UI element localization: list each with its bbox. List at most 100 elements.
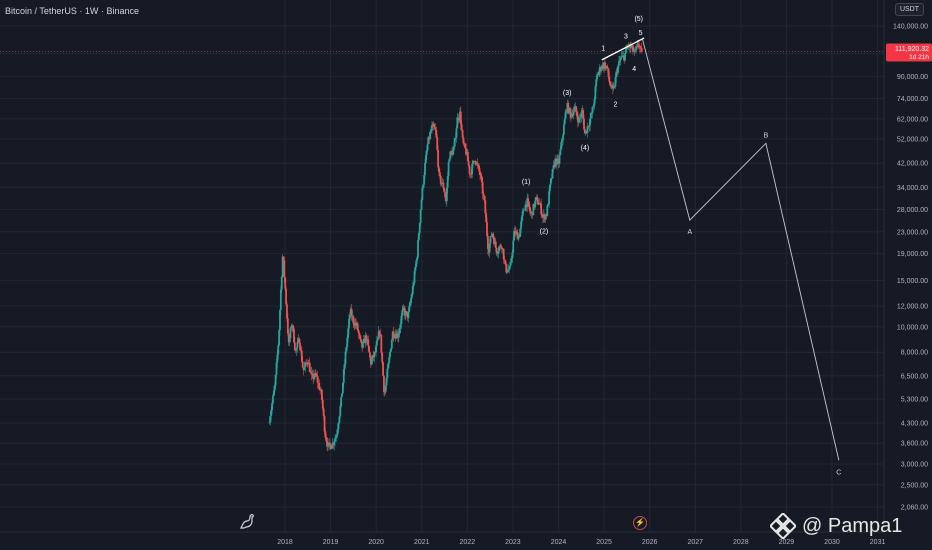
candle [359, 335, 362, 340]
candle [388, 357, 391, 364]
candle [454, 137, 457, 139]
candle [552, 165, 555, 170]
candle [390, 348, 392, 352]
candle [583, 118, 585, 130]
candle [500, 247, 503, 250]
candle [273, 385, 276, 391]
wave-label: 5 [639, 30, 643, 37]
candle [403, 307, 405, 311]
candle [537, 204, 540, 205]
y-tick-label: 90,000.00 [897, 74, 928, 81]
current-price-badge[interactable] [886, 43, 932, 62]
candle [587, 126, 590, 128]
y-tick-label: 15,000.00 [897, 278, 928, 285]
candle [468, 165, 471, 174]
currency-selector[interactable]: USDT [894, 3, 924, 16]
candle [425, 150, 428, 156]
candle [327, 443, 329, 447]
candle [629, 44, 632, 48]
candle [357, 330, 360, 334]
candle [489, 236, 492, 244]
candle [519, 228, 522, 237]
candle [549, 184, 551, 192]
candle [453, 138, 456, 147]
candle [321, 399, 324, 409]
candle [639, 47, 642, 49]
candle [383, 391, 386, 393]
candle [279, 289, 282, 311]
candle [577, 118, 580, 123]
candle [504, 260, 507, 265]
wave-label: 4 [632, 66, 636, 73]
candle [535, 197, 538, 198]
candle [611, 85, 614, 89]
candle [539, 203, 542, 204]
candle [295, 347, 298, 351]
candle [376, 337, 379, 341]
candle [532, 204, 535, 216]
candle [635, 46, 638, 50]
candle [580, 112, 583, 118]
symbol-header[interactable]: Bitcoin / TetherUS · 1W · Binance [5, 6, 139, 16]
candle [630, 47, 633, 48]
y-tick-label: 6,500.00 [901, 373, 928, 380]
price-scale[interactable] [884, 0, 932, 550]
candle [476, 162, 479, 165]
candle [609, 81, 612, 86]
candle [283, 260, 286, 278]
candle [575, 106, 578, 113]
candle [407, 311, 410, 318]
candle [285, 288, 288, 305]
candle [314, 373, 316, 378]
candle [389, 351, 391, 358]
y-tick-label: 19,000.00 [897, 251, 928, 258]
candle [549, 178, 552, 185]
x-tick-label: 2022 [460, 539, 476, 546]
candle [333, 441, 336, 445]
wave-label: (3) [563, 90, 572, 97]
candle [450, 151, 453, 153]
candle [374, 352, 377, 353]
candle [497, 251, 500, 254]
header-separator: · [79, 6, 83, 16]
candle [410, 298, 412, 304]
candle [410, 294, 413, 299]
candle [597, 71, 600, 75]
candle [303, 366, 306, 371]
candle [276, 354, 279, 363]
candle [369, 352, 371, 358]
candle [565, 110, 568, 112]
candle [470, 173, 473, 175]
wave-trendline [601, 37, 645, 61]
candle [408, 306, 411, 312]
candle [515, 231, 518, 233]
candle [324, 431, 327, 438]
candle [607, 68, 610, 77]
candle [417, 240, 419, 258]
candle [534, 200, 536, 208]
candle [546, 205, 549, 216]
candle [337, 422, 340, 430]
candle [592, 105, 595, 108]
candle [632, 45, 634, 52]
candle [392, 331, 395, 338]
candle [334, 436, 337, 439]
lightning-icon[interactable]: ⚡ [633, 516, 647, 530]
candle [387, 363, 390, 369]
candle [604, 62, 606, 69]
candle [331, 443, 334, 449]
candle [421, 187, 424, 200]
candle [336, 429, 339, 435]
candle [593, 99, 596, 106]
candle [559, 149, 562, 155]
candle [478, 166, 481, 172]
candle [625, 47, 628, 49]
candle [321, 389, 323, 400]
candle [595, 79, 598, 87]
candle [551, 169, 554, 179]
y-tick-label: 52,000.00 [897, 136, 928, 143]
candle [618, 60, 621, 62]
candle [562, 134, 564, 141]
candle [588, 125, 591, 127]
